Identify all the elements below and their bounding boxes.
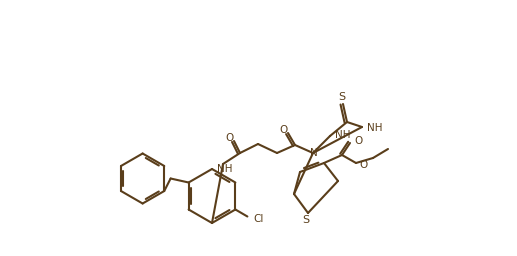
Text: O: O — [226, 133, 234, 143]
Text: NH: NH — [367, 123, 383, 133]
Text: NH: NH — [335, 130, 351, 140]
Text: S: S — [339, 92, 345, 102]
Text: O: O — [359, 160, 367, 170]
Text: NH: NH — [217, 164, 233, 174]
Text: N: N — [310, 148, 318, 158]
Text: Cl: Cl — [253, 214, 264, 223]
Text: O: O — [354, 136, 362, 146]
Text: S: S — [302, 215, 310, 225]
Text: O: O — [280, 125, 288, 135]
